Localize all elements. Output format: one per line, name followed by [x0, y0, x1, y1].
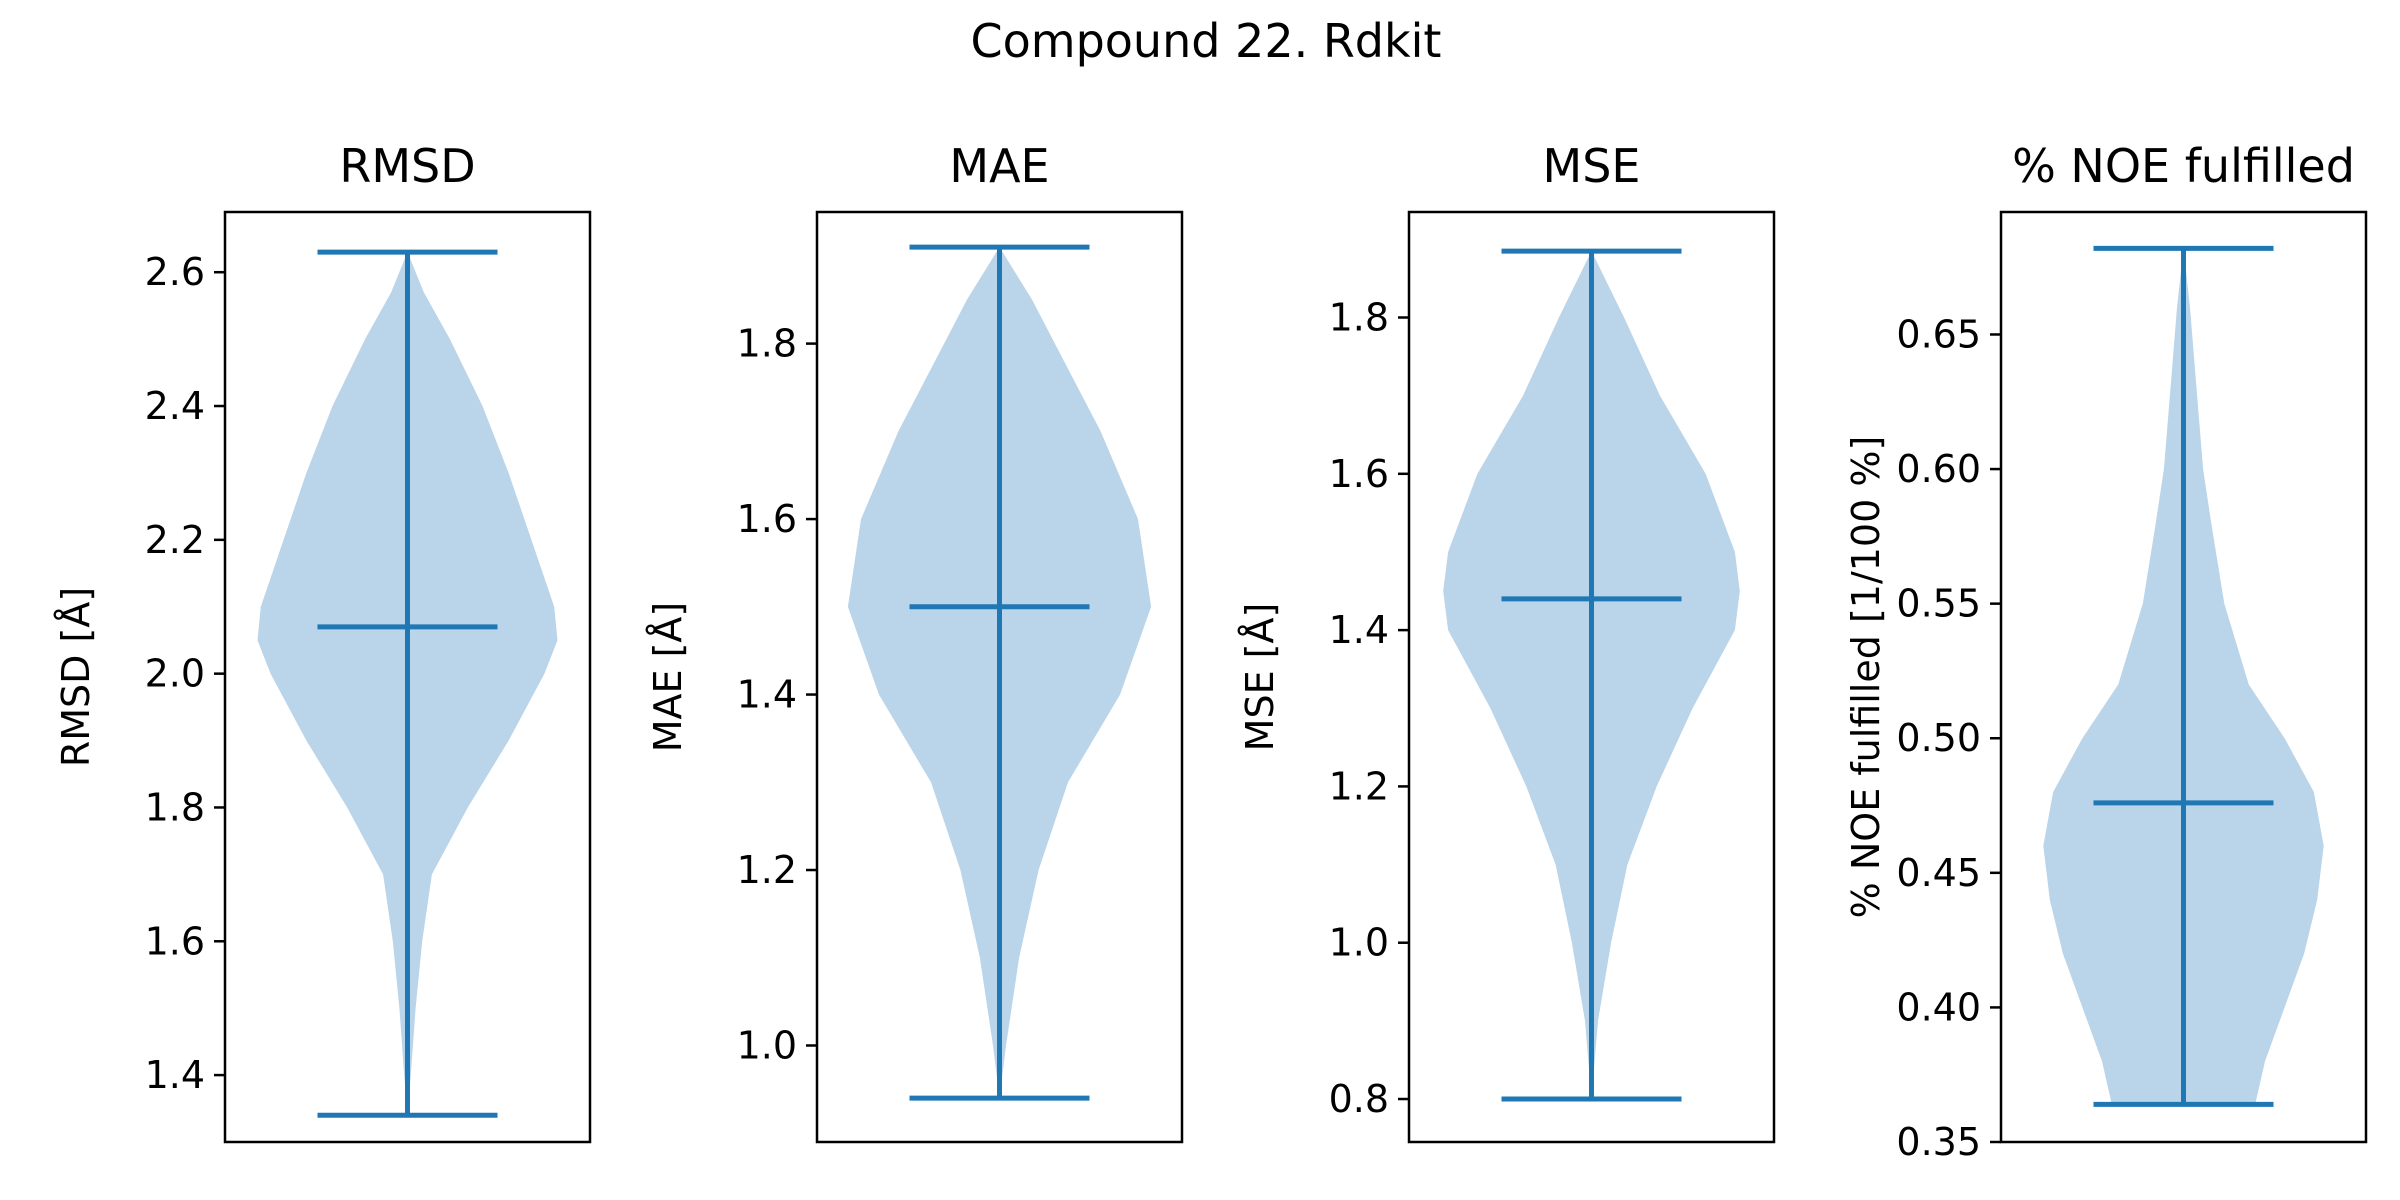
ytick-label-mae: 1.4 [737, 673, 797, 717]
axes-frame-noe [1999, 210, 2368, 1144]
panel-mse: 0.8 1.0 1.2 1.4 1.6 1.8 MSE MSE [Å] [1238, 139, 1776, 1144]
axes-frame-mae [815, 210, 1184, 1144]
ytick-label-mse: 1.6 [1329, 452, 1389, 496]
ytick-label-rmsd: 1.4 [145, 1053, 205, 1097]
ylabel-mse: MSE [Å] [1238, 603, 1282, 752]
panel-title-mae: MAE [949, 139, 1049, 193]
ytick-label-mse: 1.0 [1329, 921, 1389, 965]
ytick-label-rmsd: 2.0 [145, 652, 205, 696]
ytick-label-rmsd: 2.6 [145, 250, 205, 294]
panel-rmsd: 1.4 1.6 1.8 2.0 2.2 2.4 2.6 RMSD RMSD [Å] [54, 139, 592, 1144]
axes-frame-mse [1407, 210, 1776, 1144]
panel-title-mse: MSE [1543, 139, 1641, 193]
ytick-label-mae: 1.2 [737, 848, 797, 892]
ytick-label-noe: 0.35 [1896, 1120, 1981, 1164]
panel-noe: 0.35 0.40 0.45 0.50 0.55 0.60 0.65 % NOE fulfil… [1844, 139, 2368, 1164]
ytick-label-rmsd: 2.4 [145, 384, 205, 428]
axes-frame-rmsd [223, 210, 592, 1144]
ytick-label-mse: 1.4 [1329, 608, 1389, 652]
ytick-label-mae: 1.0 [737, 1023, 797, 1067]
ytick-label-mae: 1.8 [737, 322, 797, 366]
ytick-label-rmsd: 1.6 [145, 919, 205, 963]
ytick-label-rmsd: 2.2 [145, 518, 205, 562]
ytick-label-noe: 0.50 [1896, 716, 1981, 760]
panel-mae: 1.0 1.2 1.4 1.6 1.8 MAE MAE [Å] [646, 139, 1184, 1144]
panel-title-rmsd: RMSD [339, 139, 475, 193]
ytick-label-mse: 1.2 [1329, 764, 1389, 808]
ytick-label-noe: 0.40 [1896, 985, 1981, 1029]
panel-title-noe: % NOE fulfilled [2012, 139, 2355, 193]
ylabel-noe: % NOE fulfilled [1/100 %] [1844, 436, 1888, 919]
ytick-label-noe: 0.55 [1896, 582, 1981, 626]
ytick-label-mse: 1.8 [1329, 296, 1389, 340]
ylabel-mae: MAE [Å] [646, 602, 690, 753]
ytick-label-mae: 1.6 [737, 497, 797, 541]
ytick-label-noe: 0.60 [1896, 447, 1981, 491]
ytick-label-noe: 0.65 [1896, 312, 1981, 356]
ytick-label-mse: 0.8 [1329, 1077, 1389, 1121]
ytick-label-noe: 0.45 [1896, 851, 1981, 895]
ytick-label-rmsd: 1.8 [145, 785, 205, 829]
ylabel-rmsd: RMSD [Å] [54, 587, 98, 767]
figure-suptitle: Compound 22. Rdkit [971, 14, 1442, 68]
